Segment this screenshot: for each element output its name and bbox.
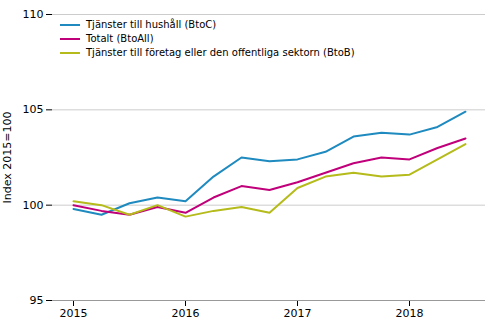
svg-text:2017: 2017 xyxy=(284,307,312,320)
html-text:Tjänster till företag eller de: Tjänster till företag eller den offentli… xyxy=(86,47,355,58)
svg-text:2018: 2018 xyxy=(396,307,424,320)
svg-text:110: 110 xyxy=(23,8,44,21)
svg-text:2016: 2016 xyxy=(172,307,200,320)
svg-text:105: 105 xyxy=(23,103,44,116)
svg-text:2015: 2015 xyxy=(60,307,88,320)
svg-text:100: 100 xyxy=(23,199,44,212)
html-text:Totalt (BtoAll): Totalt (BtoAll) xyxy=(86,33,154,44)
html-text:Tjänster till hushåll (BtoC): Tjänster till hushåll (BtoC) xyxy=(86,19,217,30)
svg-text:Index 2015=100: Index 2015=100 xyxy=(1,112,14,204)
svg-text:95: 95 xyxy=(30,294,44,307)
